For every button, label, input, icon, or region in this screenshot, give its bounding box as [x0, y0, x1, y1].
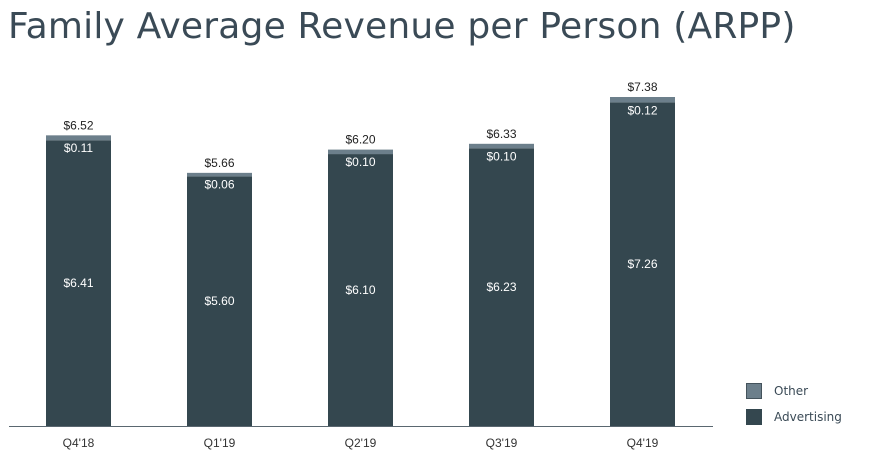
total-label-3: $6.33 — [486, 127, 516, 141]
legend-label-other: Other — [774, 384, 809, 398]
total-label-4: $7.38 — [627, 80, 657, 94]
other-value-label-4: $0.12 — [627, 103, 657, 117]
advertising-value-label-0: $6.41 — [63, 276, 93, 290]
x-tick-label-3: Q3'19 — [486, 436, 518, 450]
legend-swatch-advertising — [746, 409, 762, 425]
bar-advertising-1 — [187, 176, 252, 426]
legend: Other Advertising — [746, 382, 842, 434]
other-value-label-2: $0.10 — [345, 155, 375, 169]
advertising-value-label-1: $5.60 — [204, 294, 234, 308]
other-value-label-1: $0.06 — [204, 177, 234, 191]
bar-other-1 — [187, 172, 252, 177]
other-value-label-3: $0.10 — [486, 149, 516, 163]
bar-advertising-2 — [328, 154, 393, 427]
total-label-0: $6.52 — [63, 118, 93, 132]
bar-other-2 — [328, 149, 393, 155]
legend-swatch-other — [746, 383, 762, 399]
legend-label-advertising: Advertising — [774, 410, 842, 424]
advertising-value-label-2: $6.10 — [345, 283, 375, 297]
x-tick-label-0: Q4'18 — [63, 436, 95, 450]
x-tick-label-1: Q1'19 — [204, 436, 236, 450]
bar-advertising-4 — [610, 102, 675, 426]
other-value-label-0: $0.11 — [64, 141, 93, 155]
x-tick-label-2: Q2'19 — [345, 436, 377, 450]
legend-item-advertising: Advertising — [746, 408, 842, 426]
bar-other-3 — [469, 143, 534, 149]
advertising-value-label-3: $6.23 — [486, 280, 516, 294]
advertising-value-label-4: $7.26 — [627, 257, 657, 271]
bar-other-0 — [46, 135, 111, 141]
bar-advertising-3 — [469, 148, 534, 426]
bar-advertising-0 — [46, 140, 111, 426]
bar-other-4 — [610, 97, 675, 103]
x-tick-label-4: Q4'19 — [627, 436, 659, 450]
total-label-1: $5.66 — [204, 156, 234, 170]
chart-title: Family Average Revenue per Person (ARPP) — [8, 6, 796, 47]
legend-item-other: Other — [746, 382, 842, 400]
total-label-2: $6.20 — [345, 133, 375, 147]
